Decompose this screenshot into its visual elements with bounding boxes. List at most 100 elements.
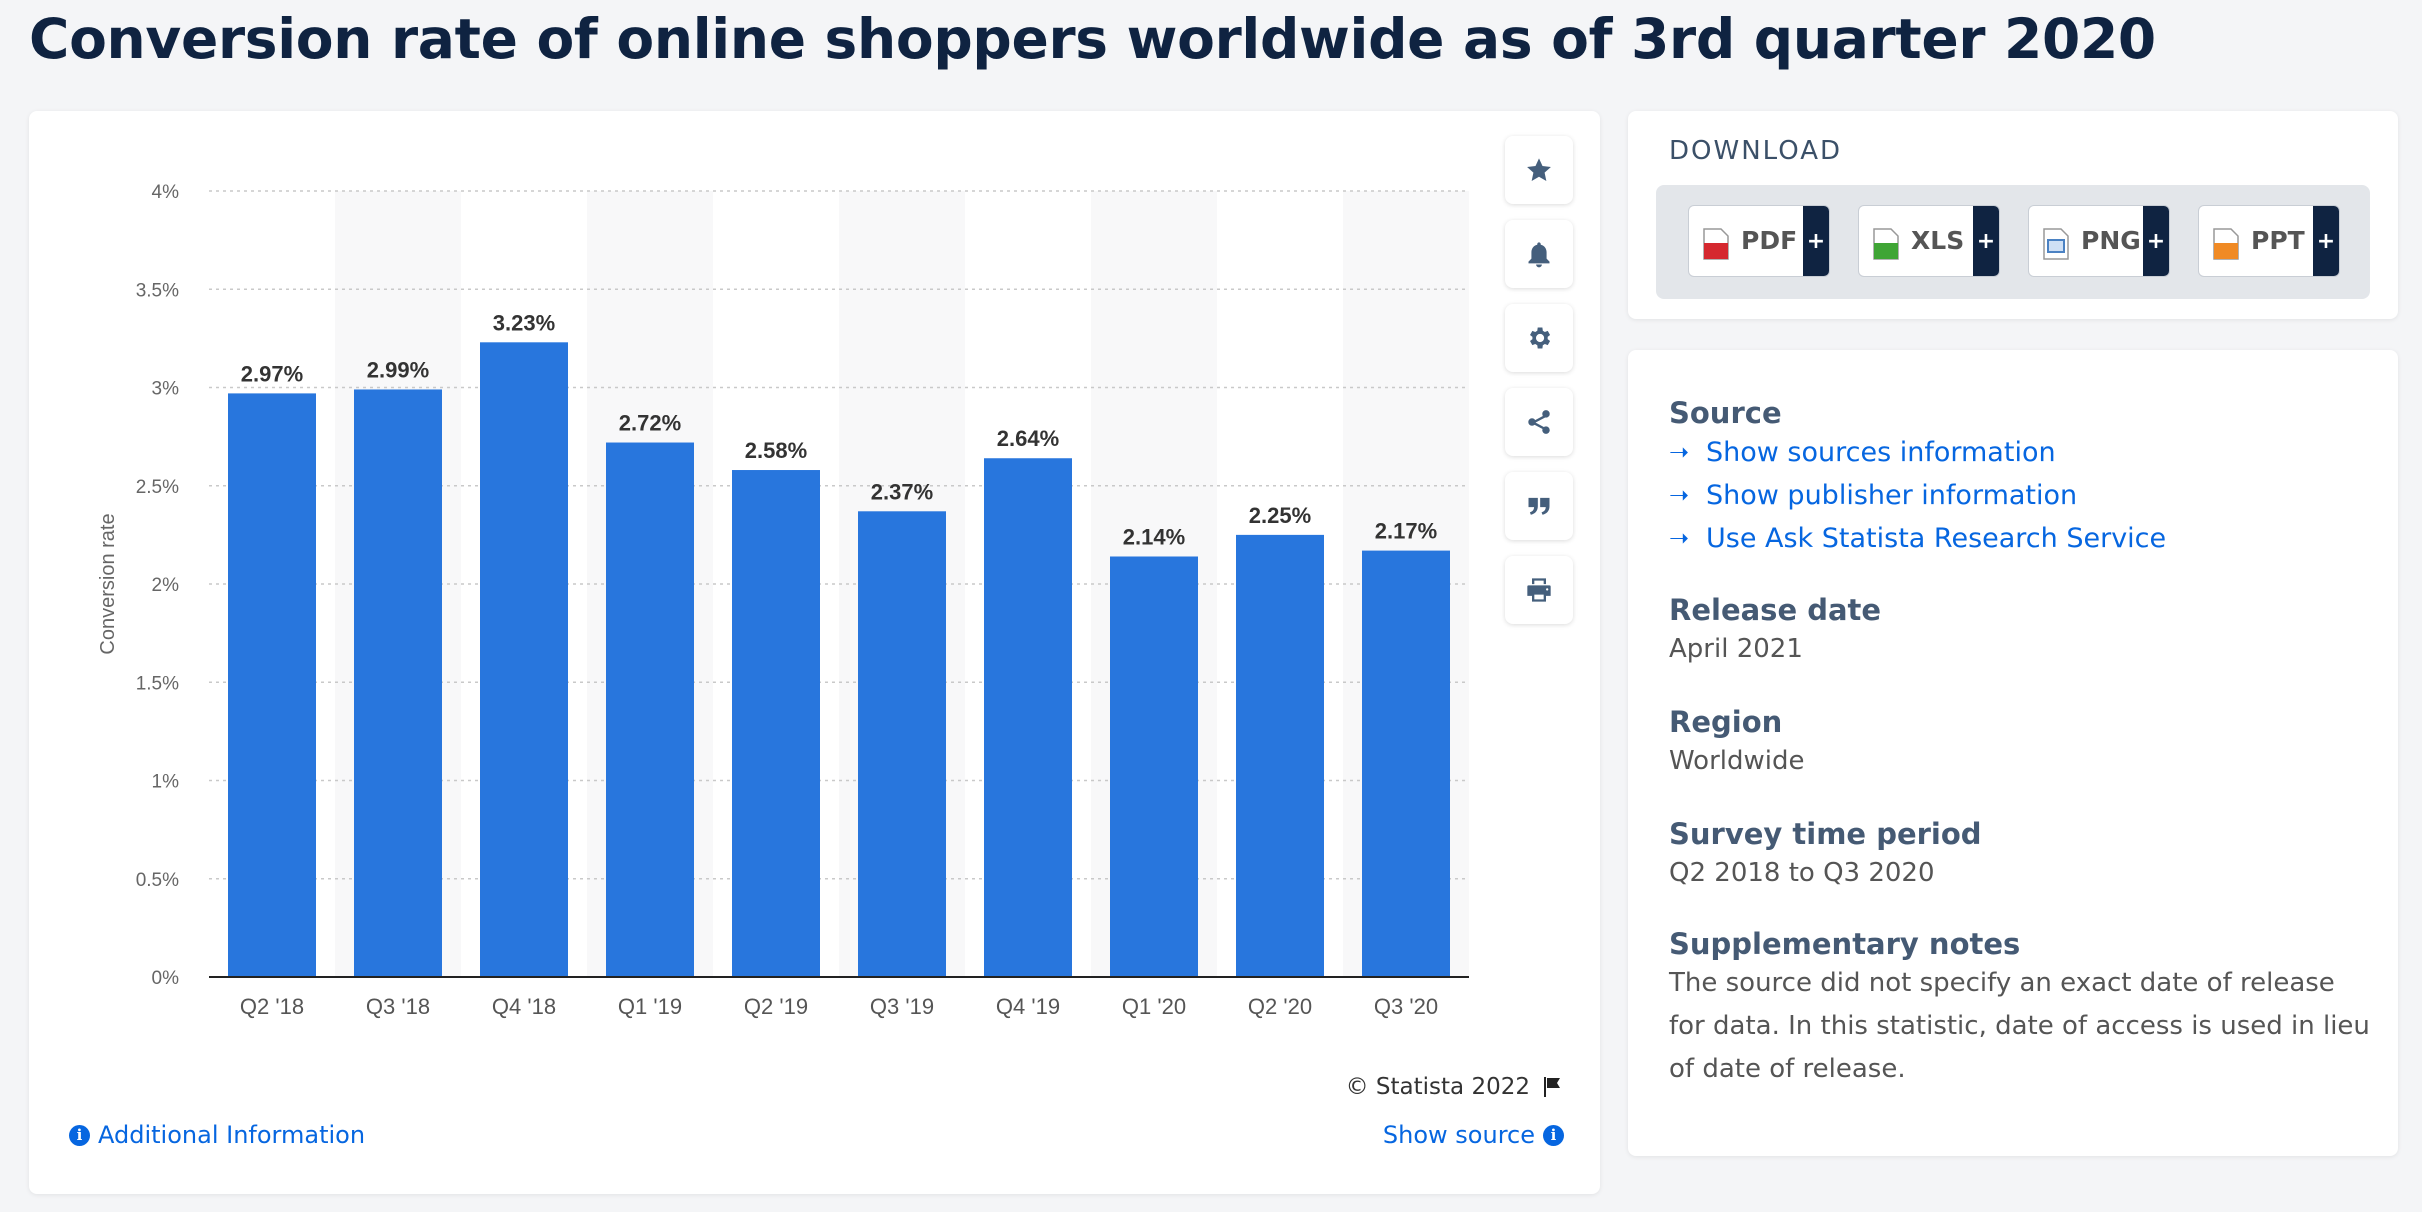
bar-value-label: 3.23% [493, 310, 555, 335]
y-tick-label: 2% [152, 575, 180, 596]
star-icon [1527, 158, 1551, 181]
download-card: DOWNLOAD PDF + XLS + PNG + PPT + [1628, 111, 2398, 319]
statista-credit: © Statista 2022 [1346, 1074, 1564, 1100]
bar-chart: 0% 0.5% 1% 1.5% 2% 2.5% 3% 3.5% 4% Conversion rat… [97, 182, 1469, 1019]
bar [480, 342, 568, 977]
release-date-value: April 2021 [1669, 634, 1803, 664]
survey-period-section: Survey time period Q2 2018 to Q3 2020 [1669, 816, 1982, 895]
download-png-button[interactable]: PNG + [2028, 205, 2170, 277]
y-axis-label: Conversion rate [97, 513, 119, 654]
bar-value-label: 2.17% [1375, 519, 1437, 544]
bar [858, 511, 946, 977]
region-heading: Region [1669, 705, 1783, 739]
download-ppt-button[interactable]: PPT + [2198, 205, 2340, 277]
x-tick-label: Q2 '18 [240, 994, 304, 1019]
pdf-file-icon [1703, 228, 1729, 260]
bar-value-label: 2.58% [745, 438, 807, 463]
y-tick-label: 0% [152, 968, 180, 989]
bar-value-label: 2.25% [1249, 503, 1311, 528]
info-icon: i [69, 1124, 90, 1146]
download-tray: PDF + XLS + PNG + PPT + [1656, 185, 2370, 299]
show-publisher-label: Show publisher information [1706, 480, 2078, 511]
bar-value-label: 2.14% [1123, 524, 1185, 549]
bar [606, 442, 694, 977]
bar [1362, 550, 1450, 977]
y-tick-label: 0.5% [136, 870, 179, 891]
release-date-heading: Release date [1669, 593, 1882, 627]
cite-button[interactable] [1505, 472, 1573, 540]
release-date-section: Release date April 2021 [1669, 592, 1881, 671]
supplementary-notes-section: Supplementary notes The source did not s… [1669, 926, 2370, 1091]
survey-period-heading: Survey time period [1669, 817, 1982, 851]
chart-card: 0% 0.5% 1% 1.5% 2% 2.5% 3% 3.5% 4% Conversion rat… [29, 111, 1600, 1194]
pdf-label: PDF [1741, 226, 1798, 255]
bell-icon [1528, 242, 1550, 268]
y-tick-label: 1.5% [136, 673, 179, 694]
source-heading: Source [1669, 396, 1782, 430]
x-tick-label: Q1 '19 [618, 994, 682, 1019]
statistic-info-card: Source ➝ Show sources information ➝ Show… [1628, 350, 2398, 1156]
plus-icon: + [2313, 206, 2339, 276]
bar-value-label: 2.99% [367, 357, 429, 382]
bar-value-label: 2.37% [871, 479, 933, 504]
y-tick-label: 3% [152, 379, 180, 400]
png-file-icon [2043, 228, 2069, 260]
supplementary-notes-heading: Supplementary notes [1669, 927, 2021, 961]
bar [354, 389, 442, 978]
quote-icon [1528, 497, 1550, 515]
x-tick-label: Q4 '19 [996, 994, 1060, 1019]
x-tick-label: Q2 '20 [1248, 994, 1312, 1019]
y-tick-label: 1% [152, 772, 180, 793]
flag-icon[interactable] [1540, 1075, 1564, 1099]
plus-icon: + [1803, 206, 1829, 276]
share-button[interactable] [1505, 388, 1573, 456]
ppt-label: PPT [2251, 226, 2305, 255]
xls-file-icon [1873, 228, 1899, 260]
ppt-file-icon [2213, 228, 2239, 260]
download-pdf-button[interactable]: PDF + [1688, 205, 1830, 277]
x-tick-label: Q2 '19 [744, 994, 808, 1019]
ask-research-service-label: Use Ask Statista Research Service [1706, 523, 2167, 554]
page-title: Conversion rate of online shoppers world… [29, 7, 2156, 71]
region-section: Region Worldwide [1669, 704, 1805, 783]
show-publisher-link[interactable]: ➝ Show publisher information [1669, 474, 2166, 517]
download-title: DOWNLOAD [1669, 136, 1843, 166]
show-sources-link[interactable]: ➝ Show sources information [1669, 431, 2166, 474]
y-tick-label: 3.5% [136, 280, 179, 301]
gear-icon [1530, 327, 1551, 349]
x-tick-label: Q1 '20 [1122, 994, 1186, 1019]
notification-button[interactable] [1505, 220, 1573, 288]
print-icon [1527, 578, 1551, 602]
xls-label: XLS [1911, 226, 1965, 255]
region-value: Worldwide [1669, 746, 1805, 776]
bar [732, 470, 820, 977]
bar-value-label: 2.97% [241, 361, 303, 386]
chart-toolbar [1505, 136, 1573, 640]
bar [1236, 534, 1324, 977]
source-section: Source ➝ Show sources information ➝ Show… [1669, 395, 2166, 560]
favorite-button[interactable] [1505, 136, 1573, 204]
show-sources-label: Show sources information [1706, 437, 2056, 468]
print-button[interactable] [1505, 556, 1573, 624]
download-xls-button[interactable]: XLS + [1858, 205, 2000, 277]
y-tick-label: 2.5% [136, 477, 179, 498]
ask-research-service-link[interactable]: ➝ Use Ask Statista Research Service [1669, 517, 2166, 560]
x-tick-label: Q3 '20 [1374, 994, 1438, 1019]
bar [1110, 556, 1198, 977]
x-tick-label: Q3 '18 [366, 994, 430, 1019]
show-source-label: Show source [1382, 1121, 1535, 1149]
share-icon [1528, 410, 1550, 434]
info-icon: i [1543, 1124, 1564, 1146]
supplementary-notes-line: for data. In this statistic, date of acc… [1669, 1011, 2370, 1041]
settings-button[interactable] [1505, 304, 1573, 372]
credit-text: © Statista 2022 [1345, 1074, 1530, 1100]
show-source-link[interactable]: Show source i [1383, 1121, 1564, 1149]
additional-information-label: Additional Information [98, 1121, 366, 1149]
survey-period-value: Q2 2018 to Q3 2020 [1669, 858, 1935, 888]
arrow-right-icon: ➝ [1669, 524, 1690, 552]
plus-icon: + [2143, 206, 2169, 276]
bar [984, 458, 1072, 977]
additional-information-link[interactable]: i Additional Information [69, 1121, 365, 1149]
bar [228, 393, 316, 977]
supplementary-notes-line: of date of release. [1669, 1054, 1906, 1084]
